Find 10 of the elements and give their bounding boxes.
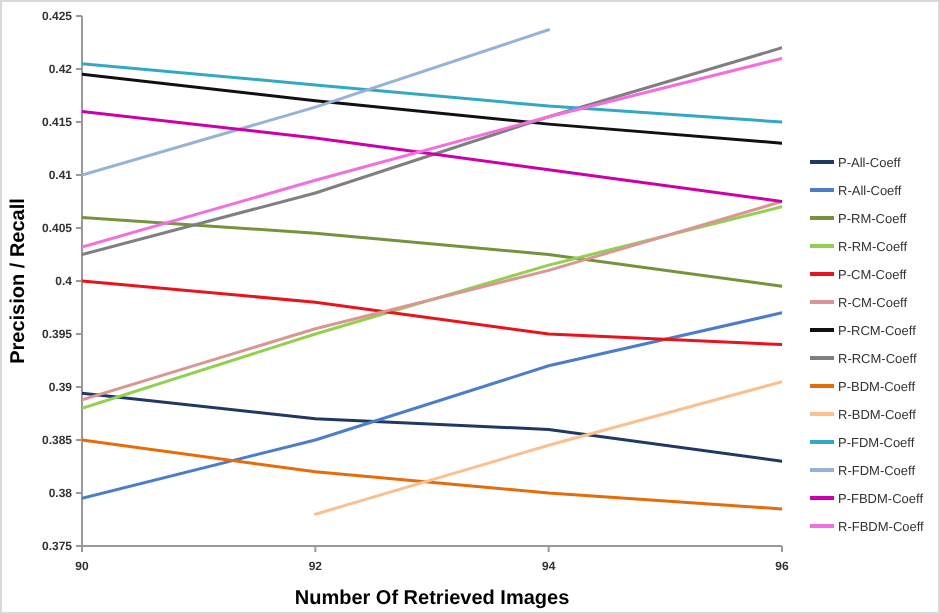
line-series [82,62,782,124]
line-series [82,279,782,347]
line-series [82,215,782,288]
x-axis-title: Number Of Retrieved Images [294,588,571,610]
line-series [82,72,782,145]
line-series [82,438,782,511]
y-axis-title: Precision / Recall [8,197,30,364]
line-series [82,391,782,463]
line-series [82,311,782,500]
line-series [82,109,782,203]
